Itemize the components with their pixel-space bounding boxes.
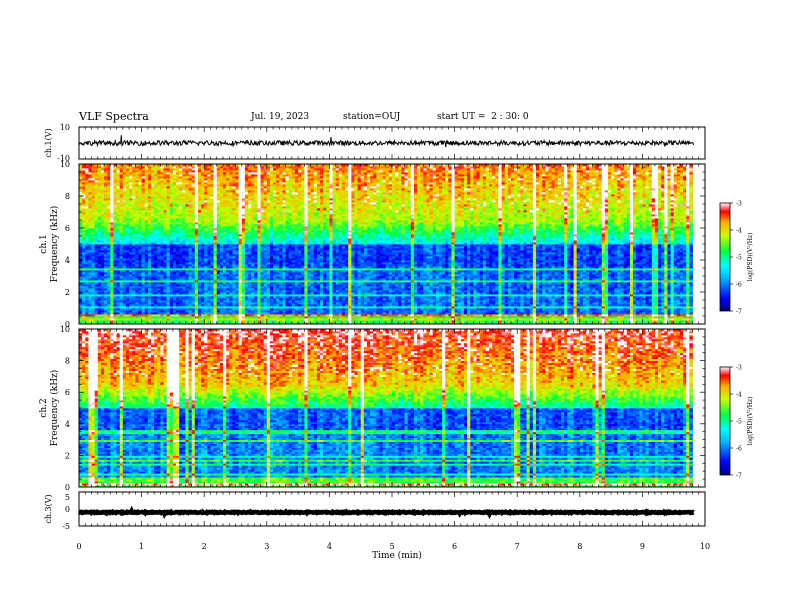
ch1-waveform-trace (79, 135, 694, 147)
ch2-colorbar (720, 367, 730, 475)
ch2-spectrogram-label: ch.2 (39, 398, 49, 417)
ch1-waveform-ylabel: ch.1(V) (44, 128, 53, 157)
colorbar-tick-label: -4 (736, 392, 742, 399)
time-tick-label: 4 (327, 542, 332, 551)
colorbar-tick-label: -3 (736, 201, 742, 208)
time-tick-label: 0 (76, 542, 81, 551)
colorbar-tick-label: -7 (736, 473, 742, 480)
frequency-tick-label: 6 (65, 224, 70, 233)
colorbar-tick-label: -6 (736, 282, 742, 289)
frequency-tick-label: 6 (65, 388, 70, 397)
ch3-waveform-frame (79, 492, 705, 526)
ch3-waveform-ticks (79, 492, 705, 526)
frequency-tick-label: 2 (65, 451, 70, 460)
ch1-waveform-panel: 10 -10 ch.1(V) (44, 123, 705, 163)
ch1-colorbar-ticks: -3 -4 -5 -6 -7 (730, 201, 742, 316)
ch2-spectrogram-cells (79, 329, 693, 487)
time-tick-label: 6 (452, 542, 457, 551)
time-tick-label: 3 (264, 542, 269, 551)
time-tick-label: 5 (389, 542, 394, 551)
ch1-spectrogram-cells (79, 164, 693, 324)
ch1-ytick-top: 10 (60, 123, 70, 132)
time-tick-label: 7 (515, 542, 520, 551)
time-tick-label: 10 (700, 542, 710, 551)
ch2-colorbar-ticks: -3 -4 -5 -6 -7 (730, 365, 742, 480)
ch3-waveform-trace (79, 511, 694, 514)
colorbar-tick-label: -5 (736, 419, 742, 426)
colorbar-tick-label: -6 (736, 446, 742, 453)
time-axis-label: Time (min) (372, 550, 422, 561)
ch3-ytick-middle: 0 (65, 505, 70, 514)
time-tick-label: 8 (577, 542, 582, 551)
frequency-tick-label: 4 (65, 420, 70, 429)
colorbar-tick-label: -7 (736, 309, 742, 316)
time-tick-label: 2 (202, 542, 207, 551)
ch3-ytick-bottom: -5 (62, 522, 70, 531)
ch1-spectrogram-label: ch.1 (39, 234, 49, 253)
time-axis-ticklabels: 0 1 2 3 4 5 6 7 8 9 10 (76, 542, 710, 551)
colorbar-tick-label: -4 (736, 228, 742, 235)
frequency-tick-label: 8 (65, 357, 70, 366)
ch1-colorbar-label: log(PSD)(V²/Hz) (747, 233, 754, 282)
time-tick-label: 9 (640, 542, 645, 551)
colorbar-tick-label: -3 (736, 365, 742, 372)
frequency-tick-label: 4 (65, 256, 70, 265)
ch2-frequency-ticklabels: 0 2 4 6 8 10 (60, 325, 70, 492)
frequency-tick-label: 0 (65, 483, 70, 492)
frequency-tick-label: 10 (60, 325, 70, 334)
colorbar-tick-label: -5 (736, 255, 742, 262)
ch2-colorbar-label: log(PSD)(V²/Hz) (747, 397, 754, 446)
ch2-frequency-label: Frequency (kHz) (49, 370, 60, 447)
frequency-tick-label: 8 (65, 192, 70, 201)
ch1-colorbar (720, 203, 730, 311)
ch3-waveform-ylabel: ch.3(V) (44, 494, 53, 523)
ch1-frequency-label: Frequency (kHz) (49, 206, 60, 283)
ch3-waveform-panel: 5 0 -5 ch.3(V) (44, 492, 705, 531)
frequency-tick-label: 2 (65, 288, 70, 297)
ch3-ytick-top: 5 (65, 493, 70, 502)
time-tick-label: 1 (139, 542, 144, 551)
frequency-tick-label: 10 (60, 160, 70, 169)
